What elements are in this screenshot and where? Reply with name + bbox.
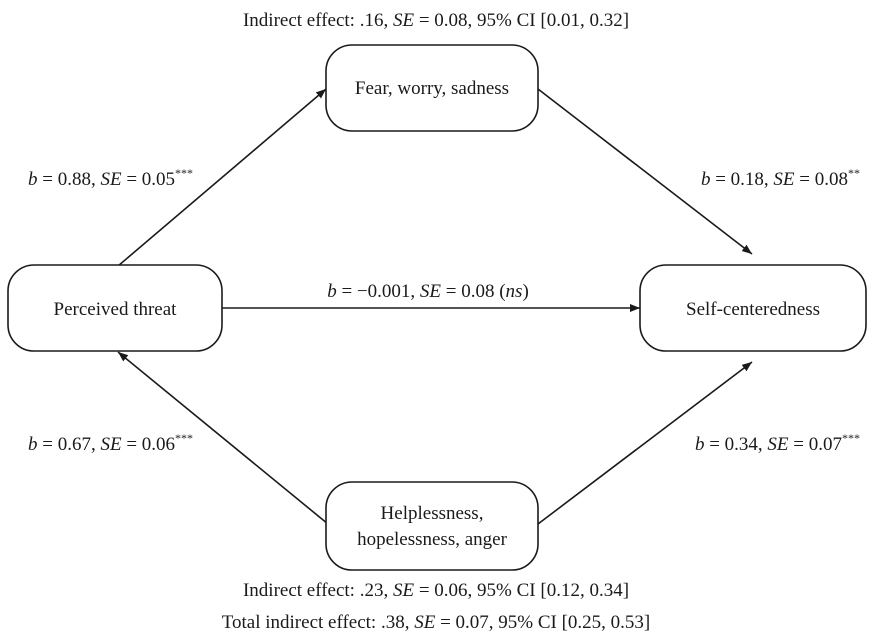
node-fear-worry-sadness: Fear, worry, sadness [325, 44, 539, 132]
node-threat-label: Perceived threat [54, 299, 178, 320]
node-perceived-threat: Perceived threat [7, 264, 223, 352]
arrow-help-to-threat [117, 351, 329, 525]
total-indirect-effect-caption: Total indirect effect: .38, SE = 0.07, 9… [222, 612, 651, 633]
path-label-help-to-threat: b = 0.67, SE = 0.06*** [28, 431, 193, 455]
node-help-label-line2: hopelessness, anger [357, 529, 508, 550]
path-label-threat-to-fear: b = 0.88, SE = 0.05*** [28, 166, 193, 190]
node-self-label: Self-centeredness [686, 299, 820, 320]
indirect-effect-top-caption: Indirect effect: .16, SE = 0.08, 95% CI … [243, 10, 629, 31]
arrow-fear-to-self [537, 88, 753, 255]
arrow-help-to-self [537, 361, 753, 525]
path-label-threat-to-self: b = −0.001, SE = 0.08 (ns) [327, 281, 529, 302]
node-help-label-line1: Helplessness, [381, 503, 484, 524]
path-label-help-to-self: b = 0.34, SE = 0.07*** [695, 431, 860, 455]
path-label-fear-to-self: b = 0.18, SE = 0.08** [701, 166, 860, 190]
node-fear-label: Fear, worry, sadness [355, 78, 509, 99]
indirect-effect-bottom-caption: Indirect effect: .23, SE = 0.06, 95% CI … [243, 580, 629, 601]
node-self-centeredness: Self-centeredness [639, 264, 867, 352]
arrow-threat-to-fear [117, 88, 327, 267]
node-helplessness: Helplessness, hopelessness, anger [325, 481, 539, 571]
